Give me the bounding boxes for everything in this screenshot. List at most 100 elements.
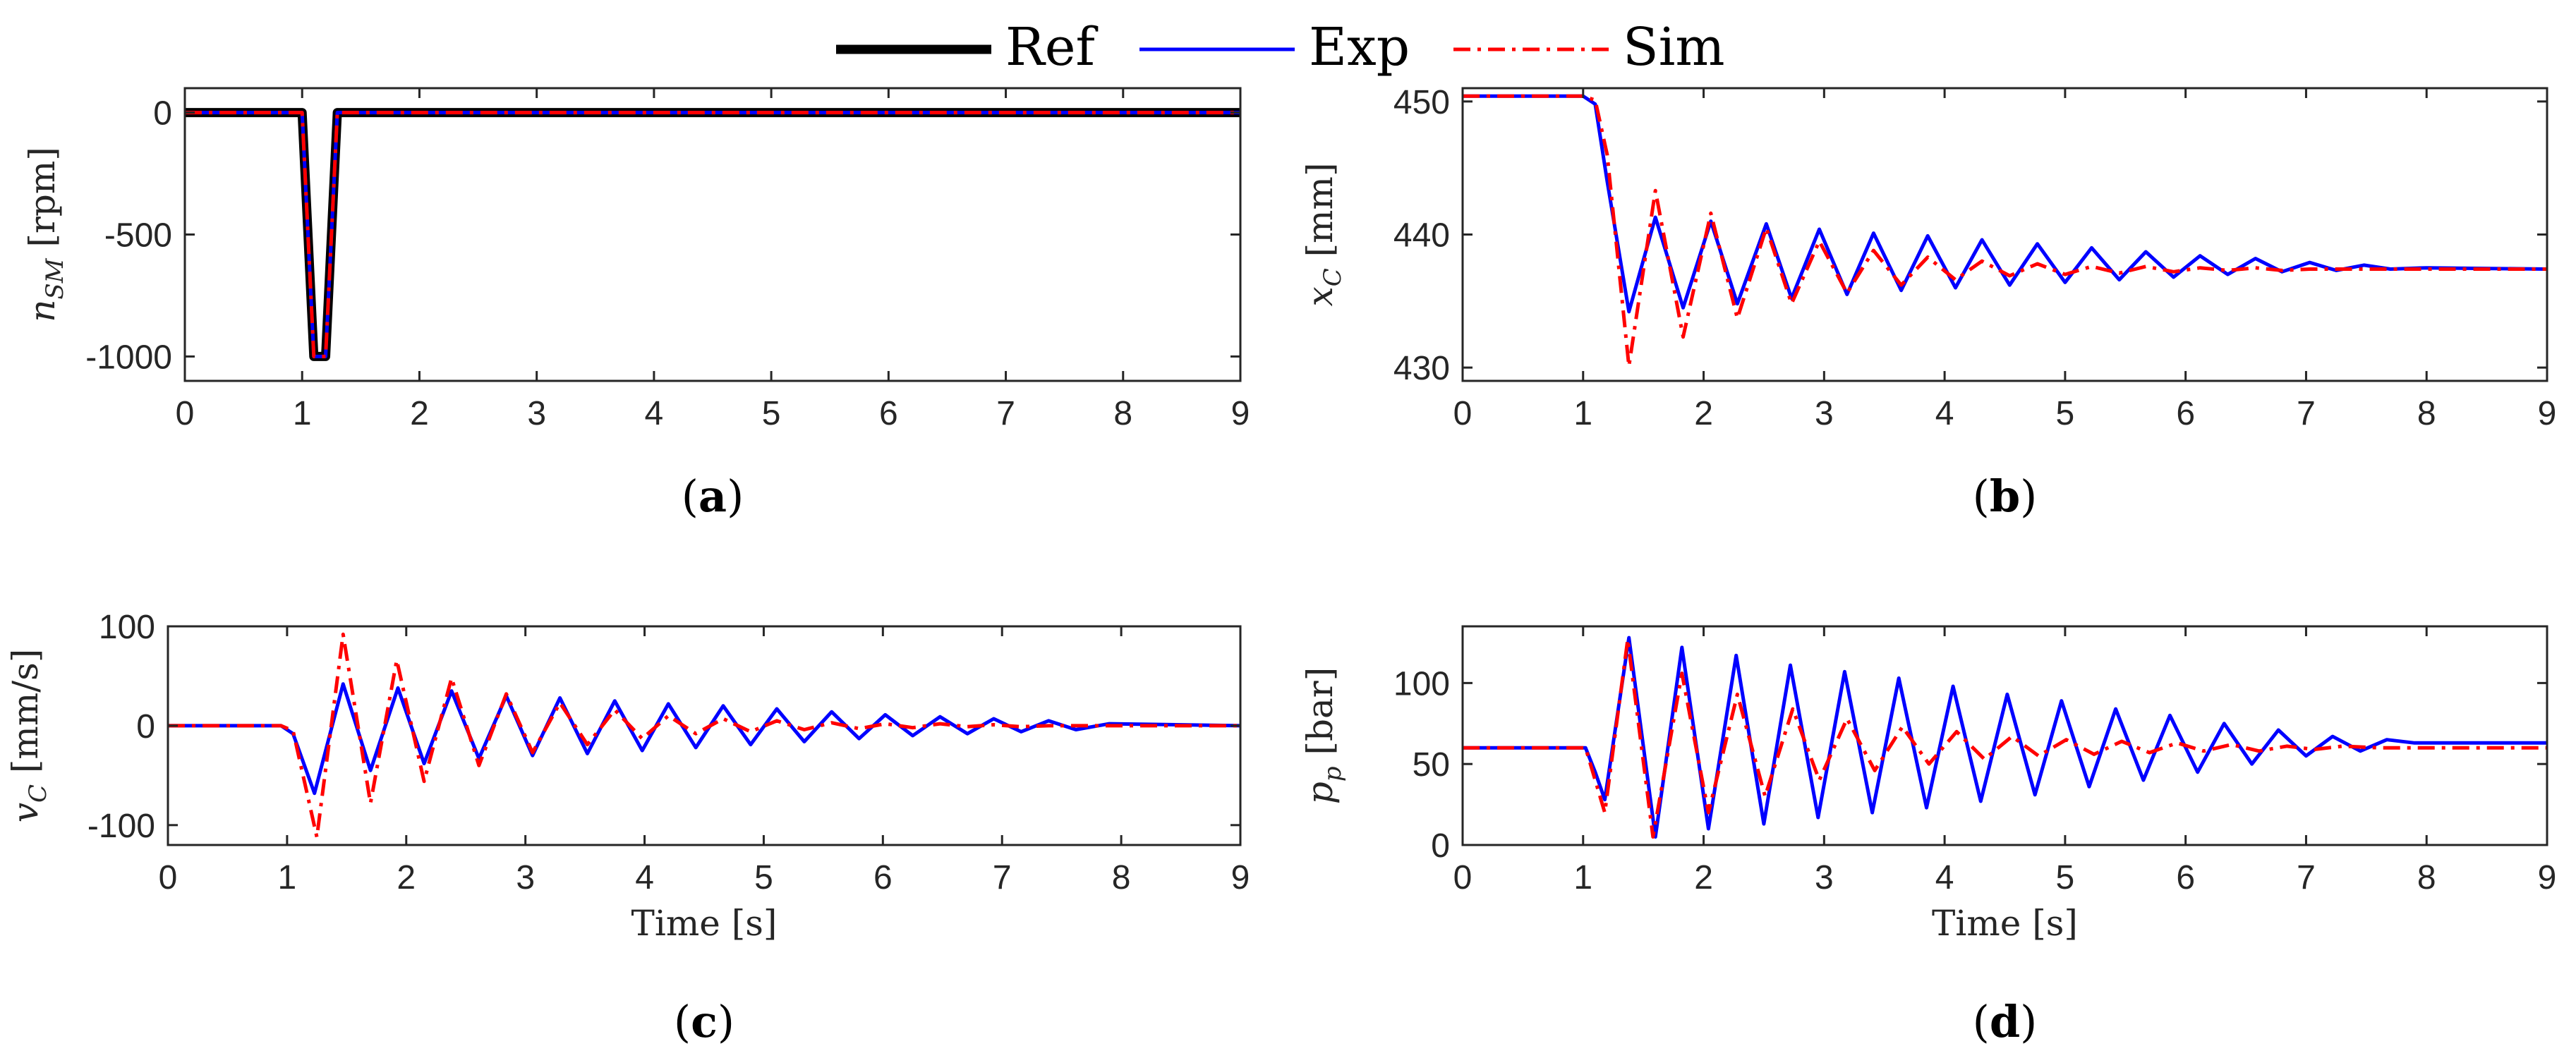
x-tick-label: 2 [1694,395,1713,432]
x-tick-label: 8 [2417,859,2436,896]
series-group [185,108,1240,361]
subfigure-paren-open: ( [1973,470,1990,522]
legend-label-exp: Exp [1309,17,1410,78]
x-tick-label: 8 [1113,395,1132,432]
axes-frame [1461,625,2548,846]
subfigure-paren-open: ( [1973,996,1990,1047]
x-tick-label: 4 [635,859,654,896]
x-axis-label: Time [s] [631,903,778,944]
x-tick-label: 3 [1815,395,1834,432]
x-tick-label: 3 [527,395,546,432]
x-tick-label: 9 [2538,395,2557,432]
x-tick-label: 0 [1453,859,1473,896]
y-tick-label: 430 [1393,350,1450,387]
subfigure-letter: d [1990,996,2020,1047]
panel-b: 0 1 2 3 4 5 6 7 8 9 430 440 450 xC [mm] (b) [1300,84,2556,522]
x-tick-label: 1 [278,859,297,896]
series-group [1463,636,2547,839]
axes-frame [183,87,1242,382]
series-exp [1463,636,2547,839]
x-tick-label: 6 [879,395,898,432]
subfigure-paren-open: ( [674,996,691,1047]
series-exp [168,682,1240,796]
subfigure-letter: c [691,996,718,1047]
legend-label-ref: Ref [1005,17,1099,78]
x-axis-label: Time [s] [1932,903,2078,944]
subfigure-paren-close: ) [727,470,744,522]
y-axis-label-symbol: v [5,803,46,822]
y-axis-label: nSM [rpm] [22,147,69,322]
x-tick-label: 5 [762,395,781,432]
subfigure-label: (b) [1973,470,2038,522]
series-sim [185,111,1240,358]
x-tick-label: 4 [1935,395,1954,432]
y-axis-label-subscript: SM [41,257,69,299]
series-group [1463,94,2547,368]
y-axis-label-subscript: C [1319,268,1347,286]
x-tick-label: 7 [993,859,1012,896]
axes-frame [167,625,1242,846]
panel-a: 0 1 2 3 4 5 6 7 8 9 0 -500 -1000 nSM [rpm] (a) [22,87,1250,522]
y-axis-label-unit: [mm/s] [5,649,46,784]
x-tick-label: 3 [516,859,535,896]
y-tick-label: 0 [136,708,155,746]
subfigure-label: (d) [1973,996,2038,1047]
y-axis-label: vC [mm/s] [5,649,52,823]
y-tick-label: 0 [1431,827,1450,865]
series-sim [168,632,1240,839]
subfigure-letter: b [1990,470,2020,522]
y-axis-label-subscript: C [24,784,52,803]
x-tick-label: 1 [1573,395,1592,432]
y-tick-label: 50 [1413,746,1450,784]
x-tick-label: 8 [2417,395,2436,432]
series-exp [1463,94,2547,314]
x-tick-label: 6 [2176,859,2195,896]
x-tick-label: 8 [1112,859,1131,896]
x-tick-label: 4 [1935,859,1954,896]
y-axis-label-subscript: p [1319,766,1347,782]
subfigure-paren-close: ) [2020,996,2037,1047]
series-sim [1463,637,2547,839]
x-tick-label: 6 [2176,395,2195,432]
x-tick-label: 5 [2056,395,2075,432]
x-tick-label: 7 [996,395,1015,432]
y-axis-label-unit: [mm] [1300,163,1341,269]
series-exp [185,111,1240,358]
x-tick-label: 4 [645,395,664,432]
subfigure-paren-close: ) [718,996,734,1047]
y-tick-label: 450 [1393,84,1450,121]
x-tick-label: 7 [2297,395,2316,432]
x-tick-label: 5 [754,859,773,896]
y-tick-label: 100 [99,609,155,646]
x-tick-label: 5 [2056,859,2075,896]
y-axis-label-symbol: x [1300,286,1341,306]
subfigure-label: (c) [674,996,734,1047]
x-tick-label: 7 [2297,859,2316,896]
subfigure-paren-open: ( [682,470,699,522]
x-tick-label: 0 [176,395,195,432]
x-tick-label: 9 [2538,859,2557,896]
x-tick-label: 3 [1815,859,1834,896]
y-tick-label: 100 [1393,665,1450,703]
series-sim [1463,94,2547,368]
x-tick-label: 0 [159,859,178,896]
series-group [168,632,1240,839]
y-axis-label: pp [bar] [1300,667,1347,804]
panel-d: 0 1 2 3 4 5 6 7 8 9 0 50 100 pp [bar] Time [s] (d) [1300,625,2557,1047]
y-axis-label-unit: [bar] [1300,667,1341,767]
y-tick-label: 0 [153,95,172,133]
y-tick-label: 440 [1393,217,1450,255]
legend-label-sim: Sim [1623,17,1725,78]
y-axis-label: xC [mm] [1300,163,1347,307]
legend: Ref Exp Sim [836,17,1725,78]
series-ref [185,108,1240,361]
y-axis-label-symbol: n [22,300,63,322]
x-tick-label: 2 [1694,859,1713,896]
x-tick-label: 0 [1453,395,1473,432]
x-tick-label: 9 [1231,395,1250,432]
x-tick-label: 9 [1231,859,1250,896]
x-tick-label: 2 [397,859,416,896]
